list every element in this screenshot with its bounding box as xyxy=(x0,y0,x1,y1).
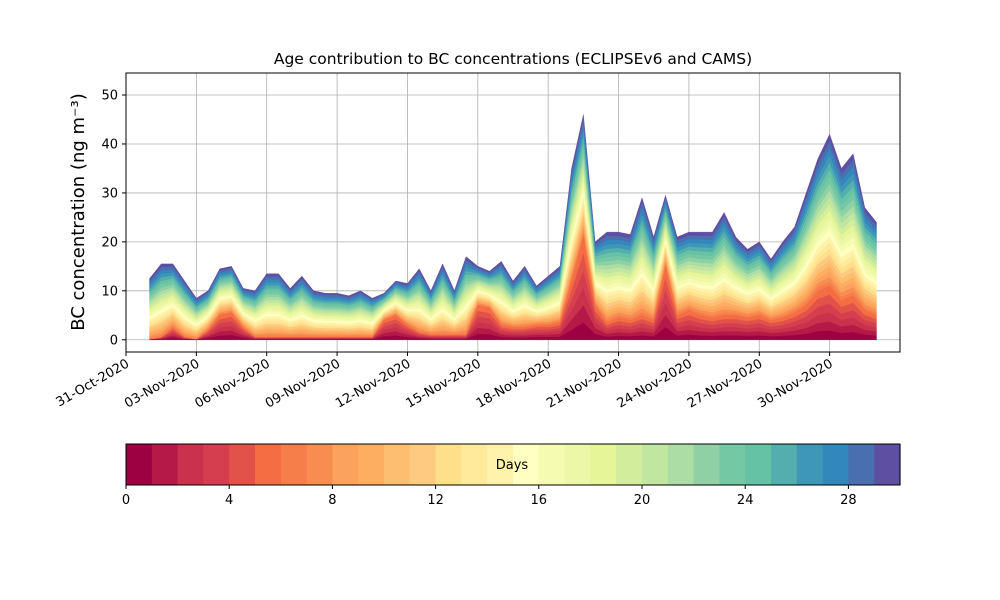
colorbar-swatch xyxy=(229,444,256,485)
colorbar-swatch xyxy=(306,444,333,485)
colorbar-swatch xyxy=(874,444,901,485)
colorbar-tick-label: 20 xyxy=(634,493,651,508)
colorbar-ticks: 0 4 8 12 16 20 24 28 xyxy=(122,485,857,508)
colorbar: Days 0 4 8 12 16 20 24 28 xyxy=(122,443,901,508)
colorbar-swatches xyxy=(126,444,901,485)
y-axis: 0 10 20 30 40 50 xyxy=(101,89,126,348)
plot-frame xyxy=(125,72,901,353)
colorbar-swatch xyxy=(796,444,824,485)
y-tick-label: 40 xyxy=(101,137,118,152)
age-band-0-days xyxy=(149,322,877,341)
colorbar-swatch xyxy=(590,444,617,485)
y-tick-label: 30 xyxy=(101,186,118,201)
colorbar-swatch xyxy=(461,444,488,485)
colorbar-swatch xyxy=(564,444,591,485)
colorbar-swatch xyxy=(126,444,153,485)
colorbar-swatch xyxy=(487,444,514,485)
colorbar-swatch xyxy=(151,444,179,485)
colorbar-swatch xyxy=(771,444,798,485)
colorbar-swatch xyxy=(667,444,695,485)
colorbar-tick-label: 28 xyxy=(840,493,857,508)
colorbar-swatch xyxy=(616,444,643,485)
colorbar-swatch xyxy=(203,444,230,485)
colorbar-swatch xyxy=(332,444,359,485)
colorbar-swatch xyxy=(719,444,746,485)
y-tick-label: 20 xyxy=(101,235,118,250)
y-tick-label: 10 xyxy=(101,284,118,299)
colorbar-frame xyxy=(125,443,901,486)
colorbar-swatch xyxy=(538,444,566,485)
colorbar-swatch xyxy=(177,444,204,485)
y-tick-label: 0 xyxy=(110,333,118,348)
colorbar-swatch xyxy=(693,444,720,485)
colorbar-tick-label: 8 xyxy=(328,493,336,508)
colorbar-swatch xyxy=(642,444,669,485)
colorbar-swatch xyxy=(384,444,411,485)
colorbar-tick-label: 12 xyxy=(427,493,444,508)
colorbar-swatch xyxy=(358,444,385,485)
colorbar-swatch xyxy=(409,444,437,485)
colorbar-tick-label: 16 xyxy=(531,493,548,508)
colorbar-label: Days xyxy=(496,458,529,473)
colorbar-tick-label: 0 xyxy=(122,493,130,508)
colorbar-swatch xyxy=(745,444,772,485)
colorbar-swatch xyxy=(513,444,540,485)
area-layer xyxy=(149,114,877,341)
colorbar-swatch xyxy=(848,444,875,485)
colorbar-tick-label: 24 xyxy=(737,493,754,508)
colorbar-swatch xyxy=(822,444,849,485)
y-axis-label: BC concentration (ng m⁻³) xyxy=(68,93,89,331)
chart-title: Age contribution to BC concentrations (E… xyxy=(274,50,752,68)
y-tick-label: 50 xyxy=(101,89,118,104)
colorbar-tick-label: 4 xyxy=(225,493,233,508)
colorbar-swatch xyxy=(435,444,462,485)
colorbar-swatch xyxy=(280,444,308,485)
colorbar-swatch xyxy=(255,444,282,485)
